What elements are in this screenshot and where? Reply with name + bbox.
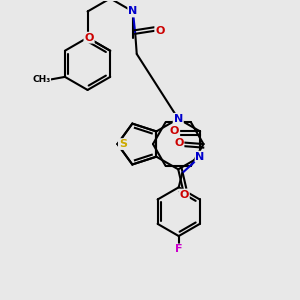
Text: N: N (174, 114, 183, 124)
Text: CH₃: CH₃ (32, 75, 50, 84)
Text: N: N (128, 7, 137, 16)
Text: O: O (155, 26, 165, 36)
Text: O: O (179, 190, 189, 200)
Text: F: F (175, 244, 182, 254)
Text: O: O (174, 138, 184, 148)
Text: O: O (84, 33, 94, 43)
Text: N: N (196, 152, 205, 162)
Text: O: O (170, 126, 179, 136)
Text: S: S (119, 139, 127, 149)
